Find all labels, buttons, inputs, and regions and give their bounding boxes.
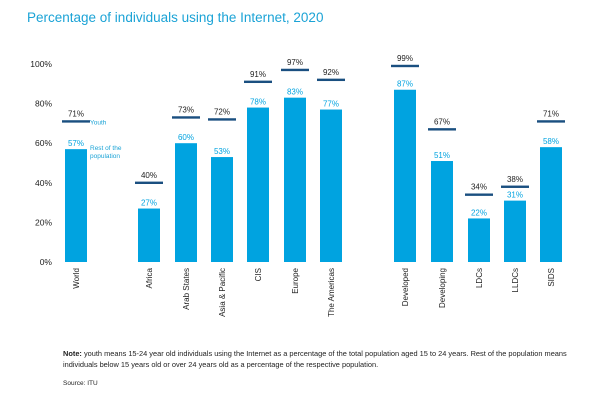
x-tick-label: World — [72, 268, 81, 289]
y-tick-label: 20% — [35, 217, 52, 227]
legend-youth-label: Youth — [90, 119, 107, 126]
youth-value-label: 40% — [141, 171, 157, 180]
youth-value-label: 73% — [178, 105, 194, 114]
bar — [138, 208, 160, 262]
youth-marker — [501, 185, 529, 188]
youth-markers-group: 71% 40% 73% 72% 91% 97% 92% 99% 67% 34% 38% 71% — [62, 54, 565, 196]
youth-value-label: 71% — [543, 109, 559, 118]
bar-value-label: 58% — [543, 137, 559, 146]
youth-marker — [172, 116, 200, 119]
note-label: Note: — [63, 349, 82, 358]
bar — [175, 143, 197, 262]
y-tick-label: 100% — [30, 59, 52, 69]
bar — [320, 109, 342, 262]
x-tick-label: Developing — [438, 268, 447, 308]
youth-value-label: 67% — [434, 117, 450, 126]
bars-group: 57% 27% 60% 53% 78% 83% 77% 87% 51% 22% 31% 58% — [65, 80, 562, 263]
youth-marker — [465, 193, 493, 196]
youth-marker — [208, 118, 236, 121]
youth-marker — [135, 181, 163, 184]
youth-value-label: 72% — [214, 107, 230, 116]
bar-value-label: 51% — [434, 151, 450, 160]
bar-value-label: 78% — [250, 98, 266, 107]
x-tick-label: CIS — [254, 268, 263, 281]
bar — [468, 218, 490, 262]
bar — [394, 89, 416, 263]
youth-marker — [537, 120, 565, 123]
youth-marker — [281, 68, 309, 72]
youth-value-label: 91% — [250, 70, 266, 79]
youth-marker — [428, 128, 456, 131]
x-tick-label: Asia & Pacific — [218, 268, 227, 317]
bar — [431, 161, 453, 262]
youth-value-label: 99% — [397, 54, 413, 63]
bar-value-label: 87% — [397, 80, 413, 89]
bar — [247, 107, 269, 262]
source-credit: Source: ITU — [63, 380, 98, 387]
x-tick-label: LDCs — [475, 268, 484, 288]
legend-rest-label: Rest of the — [90, 145, 122, 152]
bar — [284, 97, 306, 262]
bar — [540, 147, 562, 262]
x-tick-label: The Americas — [327, 268, 336, 317]
youth-value-label: 97% — [287, 58, 303, 67]
x-axis-labels: World Africa Arab States Asia & Pacific CIS E… — [72, 267, 556, 316]
x-tick-label: SIDS — [547, 268, 556, 287]
youth-marker — [244, 80, 272, 84]
youth-marker — [62, 120, 90, 123]
bar-value-label: 31% — [507, 191, 523, 200]
bar-value-label: 22% — [471, 208, 487, 217]
x-tick-label: Developed — [401, 268, 410, 306]
y-axis: 0% 20% 40% 60% 80% 100% — [30, 59, 52, 267]
y-tick-label: 60% — [35, 138, 52, 148]
youth-value-label: 92% — [323, 68, 339, 77]
youth-marker — [317, 78, 345, 82]
y-tick-label: 80% — [35, 99, 52, 109]
youth-value-label: 71% — [68, 109, 84, 118]
bar — [65, 149, 87, 262]
bar — [211, 157, 233, 262]
bar-chart: 0% 20% 40% 60% 80% 100% 57% 27% 60% 53% 78% 83% 77%… — [30, 54, 565, 317]
youth-marker — [391, 64, 419, 68]
x-tick-label: Africa — [145, 267, 154, 288]
legend-rest-label: population — [90, 153, 120, 160]
y-tick-label: 40% — [35, 178, 52, 188]
x-tick-label: Arab States — [182, 268, 191, 310]
bar-value-label: 83% — [287, 88, 303, 97]
bar — [504, 200, 526, 262]
chart-title: Percentage of individuals using the Inte… — [27, 10, 324, 25]
x-tick-label: Europe — [291, 267, 300, 293]
youth-value-label: 38% — [507, 175, 523, 184]
note-text: youth means 15-24 year old individuals u… — [63, 349, 567, 369]
bar-value-label: 57% — [68, 139, 84, 148]
y-tick-label: 0% — [40, 257, 53, 267]
youth-value-label: 34% — [471, 183, 487, 192]
bar-value-label: 77% — [323, 100, 339, 109]
bar-value-label: 27% — [141, 199, 157, 208]
bar-value-label: 53% — [214, 147, 230, 156]
x-tick-label: LLDCs — [511, 268, 520, 292]
footnote: Note: youth means 15-24 year old individ… — [63, 348, 583, 370]
bar-value-label: 60% — [178, 133, 194, 142]
